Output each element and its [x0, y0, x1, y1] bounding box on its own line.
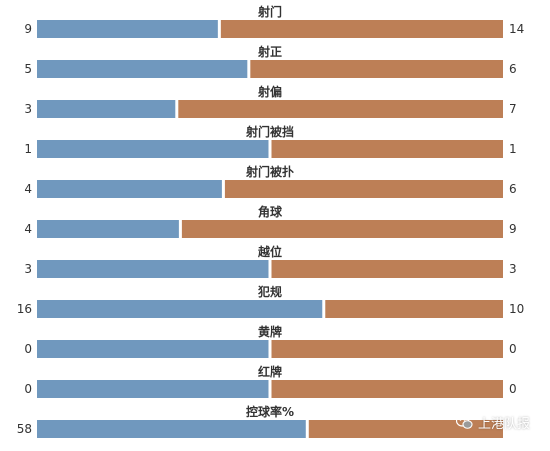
bar-right	[224, 180, 503, 198]
stat-label: 角球	[258, 204, 283, 219]
value-right: 6	[509, 62, 517, 76]
bar-right	[271, 380, 503, 398]
stat-label: 犯规	[257, 284, 282, 299]
value-right: 14	[509, 22, 524, 36]
value-left: 0	[24, 342, 32, 356]
bar-left	[37, 220, 179, 238]
watermark: 上港队报	[456, 412, 530, 432]
value-right: 0	[509, 382, 517, 396]
stat-label: 射正	[257, 44, 282, 59]
bar-right	[271, 260, 503, 278]
bar-left	[37, 340, 269, 358]
bar-left	[37, 300, 323, 318]
value-left: 4	[24, 222, 32, 236]
stat-label: 射门被扑	[245, 164, 294, 179]
bar-right	[220, 20, 503, 38]
bar-left	[37, 140, 269, 158]
value-left: 16	[17, 302, 32, 316]
bar-left	[37, 180, 222, 198]
value-left: 58	[17, 422, 32, 436]
value-right: 6	[509, 182, 517, 196]
value-left: 3	[24, 262, 32, 276]
value-left: 0	[24, 382, 32, 396]
stat-label: 越位	[257, 244, 282, 259]
bar-right	[308, 420, 503, 438]
bar-right	[178, 100, 504, 118]
bar-left	[37, 20, 218, 38]
bar-right	[250, 60, 503, 78]
bar-right	[271, 140, 503, 158]
value-right: 7	[509, 102, 517, 116]
value-left: 3	[24, 102, 32, 116]
value-left: 9	[24, 22, 32, 36]
stat-label: 控球率%	[246, 404, 294, 419]
bar-right	[181, 220, 503, 238]
bar-left	[37, 60, 248, 78]
value-right: 10	[509, 302, 524, 316]
value-right: 0	[509, 342, 517, 356]
value-right: 3	[509, 262, 517, 276]
bar-right	[271, 340, 503, 358]
bar-left	[37, 420, 306, 438]
bar-left	[37, 380, 269, 398]
wechat-icon	[456, 414, 473, 429]
value-left: 1	[24, 142, 32, 156]
stat-label: 射偏	[257, 84, 282, 99]
bar-left	[37, 260, 269, 278]
stat-label: 黄牌	[258, 324, 282, 339]
value-left: 5	[24, 62, 32, 76]
bar-right	[325, 300, 503, 318]
stat-label: 红牌	[258, 364, 282, 379]
value-right: 1	[509, 142, 517, 156]
value-right: 9	[509, 222, 517, 236]
stat-label: 射门	[257, 4, 282, 19]
watermark-text: 上港队报	[478, 416, 531, 432]
value-left: 4	[24, 182, 32, 196]
bar-left	[37, 100, 176, 118]
stat-label: 射门被挡	[245, 124, 294, 139]
